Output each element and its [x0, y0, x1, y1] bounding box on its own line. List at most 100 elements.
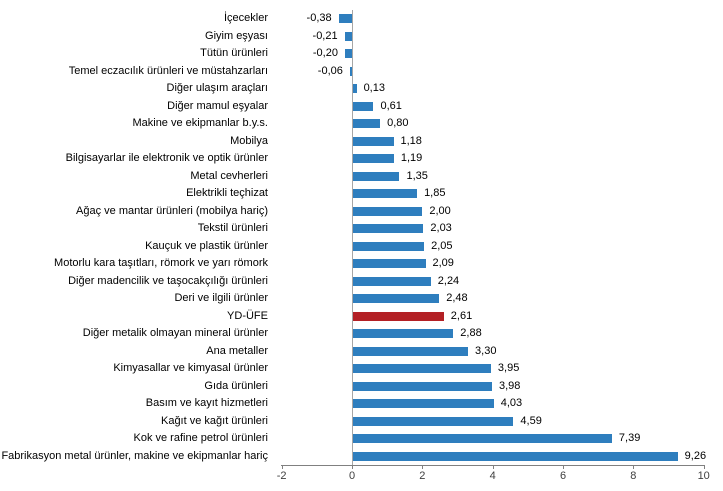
value-axis-line	[281, 465, 704, 466]
category-label: Tekstil ürünleri	[197, 222, 268, 234]
category-label: Makine ve ekipmanlar b.y.s.	[132, 117, 268, 129]
chart-row: Temel eczacılık ürünleri ve müstahzarlar…	[0, 63, 723, 81]
x-axis-tick	[703, 465, 705, 469]
category-label: Kimyasallar ve kimyasal ürünler	[113, 362, 268, 374]
value-label: 0,61	[380, 99, 402, 112]
category-label: Elektrikli teçhizat	[186, 187, 268, 199]
chart-row: Tekstil ürünleri 2,03	[0, 220, 723, 238]
bar	[344, 31, 352, 41]
value-label: 0,13	[363, 82, 385, 94]
chart-row: Deri ve ilgili ürünler 2,48	[0, 290, 723, 308]
value-label: 3,95	[497, 362, 520, 374]
chart-row: Elektrikli teçhizat 1,85	[0, 185, 723, 203]
chart-row: Bilgisayarlar ile elektronik ve optik ür…	[0, 150, 723, 168]
bar	[344, 49, 352, 59]
highlight-bar	[352, 311, 444, 321]
bar	[352, 259, 426, 269]
value-label: 1,19	[400, 152, 423, 164]
bar	[352, 276, 431, 286]
x-axis-tick	[281, 465, 283, 469]
chart-row: Diğer madencilik ve taşocakçılığı ürünle…	[0, 273, 723, 291]
x-axis-tick-label: -2	[276, 470, 287, 482]
x-axis-tick-label: 8	[630, 470, 637, 482]
category-label: Fabrikasyon metal ürünler, makine ve eki…	[1, 449, 268, 462]
chart-row: Kok ve rafine petrol ürünleri 7,39	[0, 430, 723, 448]
value-label: -0,38	[306, 12, 332, 24]
bar	[352, 399, 494, 409]
value-label: 2,09	[432, 257, 454, 269]
x-axis-tick	[563, 465, 565, 469]
bar	[352, 224, 424, 234]
bar	[352, 136, 394, 146]
value-label: 1,85	[424, 187, 446, 199]
value-label: 0,80	[387, 117, 409, 129]
bar	[352, 84, 357, 94]
value-label: -0,06	[317, 64, 343, 77]
value-label: 1,35	[406, 169, 428, 182]
category-label: Gıda ürünleri	[204, 379, 268, 392]
chart-row: Diğer metalik olmayan mineral ürünler 2,8…	[0, 325, 723, 343]
bar	[352, 206, 423, 216]
category-label: Basım ve kayıt hizmetleri	[145, 397, 268, 409]
value-label: -0,20	[312, 47, 338, 59]
x-axis-tick	[352, 465, 353, 469]
chart-row: İçecekler -0,38	[0, 10, 723, 28]
x-axis-tick-label: 0	[348, 470, 356, 482]
bar	[352, 451, 678, 461]
bar	[352, 416, 514, 426]
value-label: 2,03	[430, 222, 452, 234]
chart-row: Metal cevherleri 1,35	[0, 168, 723, 186]
x-axis-tick	[633, 465, 635, 469]
chart-row: YD-ÜFE 2,61	[0, 308, 723, 326]
bar	[352, 189, 418, 199]
value-label: 4,59	[520, 414, 542, 427]
value-label: 4,03	[500, 397, 523, 409]
value-label: 2,00	[429, 204, 451, 217]
chart-row: Giyim eşyası -0,21	[0, 28, 723, 46]
category-label: Metal cevherleri	[190, 169, 268, 182]
chart-row: Motorlu kara taşıtları, römork ve yarı r…	[0, 255, 723, 273]
chart-row: Gıda ürünleri 3,98	[0, 378, 723, 396]
category-label: Deri ve ilgili ürünler	[174, 292, 268, 304]
bar	[349, 66, 352, 76]
bar	[352, 364, 491, 374]
bar	[352, 171, 400, 181]
value-label: 2,24	[437, 274, 460, 287]
value-label: 9,26	[684, 449, 707, 462]
x-axis-tick-label: 4	[489, 470, 496, 482]
value-label: 2,48	[446, 292, 468, 304]
bar	[352, 434, 612, 444]
chart-row: Mobilya 1,18	[0, 133, 723, 151]
chart-row: Fabrikasyon metal ürünler, makine ve eki…	[0, 448, 723, 466]
chart-row: Diğer ulaşım araçları 0,13	[0, 80, 723, 98]
x-axis-tick-label: 6	[559, 470, 567, 482]
category-label: Giyim eşyası	[205, 29, 268, 42]
bar	[338, 14, 352, 24]
bar	[352, 294, 440, 304]
chart-row: Makine ve ekipmanlar b.y.s. 0,80	[0, 115, 723, 133]
category-label: Temel eczacılık ürünleri ve müstahzarlar…	[68, 64, 268, 77]
bar	[352, 154, 394, 164]
value-label: -0,21	[312, 29, 338, 42]
category-label: YD-ÜFE	[227, 309, 268, 322]
chart-row: Ana metaller 3,30	[0, 343, 723, 361]
category-label: Kağıt ve kağıt ürünleri	[160, 414, 268, 427]
value-label: 3,30	[475, 344, 497, 357]
chart-row: Tütün ürünleri -0,20	[0, 45, 723, 63]
value-label: 2,88	[460, 327, 482, 339]
value-label: 7,39	[618, 432, 641, 444]
value-label: 2,05	[431, 239, 453, 252]
x-axis-tick-label: 2	[419, 470, 426, 482]
bar	[352, 381, 492, 391]
chart-row: Basım ve kayıt hizmetleri 4,03	[0, 395, 723, 413]
category-label: Mobilya	[230, 134, 268, 147]
bar	[352, 346, 469, 356]
bar	[352, 119, 381, 129]
chart-row: Kağıt ve kağıt ürünleri 4,59	[0, 413, 723, 431]
chart-row: Kauçuk ve plastik ürünler 2,05	[0, 238, 723, 256]
value-label: 1,18	[400, 134, 422, 147]
category-axis-line	[352, 10, 353, 465]
category-label: Tütün ürünleri	[200, 47, 268, 59]
category-label: Ağaç ve mantar ürünleri (mobilya hariç)	[76, 204, 268, 217]
